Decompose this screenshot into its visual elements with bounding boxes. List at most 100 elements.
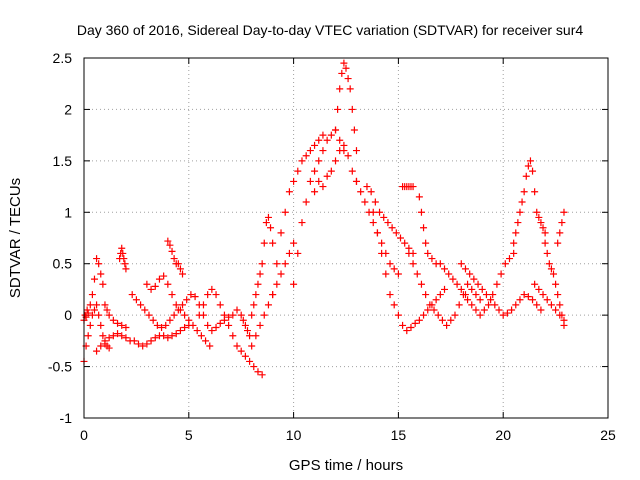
data-point: [88, 311, 96, 319]
data-point: [411, 319, 419, 327]
data-point: [552, 280, 560, 288]
data-point: [508, 306, 516, 314]
data-point: [105, 311, 113, 319]
data-point: [229, 332, 237, 340]
data-point: [170, 311, 178, 319]
data-point: [336, 147, 344, 155]
data-point: [409, 260, 417, 268]
data-point: [369, 208, 377, 216]
data-point: [390, 265, 398, 273]
data-point: [97, 342, 105, 350]
data-point: [550, 270, 558, 278]
data-point: [258, 371, 266, 379]
data-point: [520, 291, 528, 299]
data-point: [441, 285, 449, 293]
data-point: [298, 157, 306, 165]
data-point: [470, 275, 478, 283]
data-point: [122, 323, 130, 331]
x-tick-label: 20: [495, 427, 511, 443]
data-point: [350, 126, 358, 134]
data-point: [237, 311, 245, 319]
data-point: [545, 260, 553, 268]
data-point: [114, 319, 122, 327]
y-tick-labels: -1 -0.5 0 0.5 1 1.5 2 2.5: [48, 50, 72, 426]
data-point: [537, 219, 545, 227]
data-point: [143, 280, 151, 288]
data-point: [522, 172, 530, 180]
y-tick-label: -1: [60, 410, 73, 426]
data-point: [153, 321, 161, 329]
data-point: [394, 270, 402, 278]
data-point: [336, 85, 344, 93]
data-point: [547, 265, 555, 273]
x-tick-label: 0: [80, 427, 88, 443]
data-point: [122, 334, 130, 342]
data-point: [118, 332, 126, 340]
data-point: [151, 282, 159, 290]
data-point: [415, 316, 423, 324]
data-point: [373, 229, 381, 237]
data-point: [478, 285, 486, 293]
data-point: [344, 75, 352, 83]
data-point: [290, 280, 298, 288]
data-point: [166, 316, 174, 324]
data-point: [348, 105, 356, 113]
data-point: [105, 344, 113, 352]
data-point: [258, 260, 266, 268]
y-tick-label: 1.5: [53, 153, 73, 169]
data-point: [90, 275, 98, 283]
data-point: [394, 311, 402, 319]
data-point: [160, 272, 168, 280]
data-point: [254, 280, 262, 288]
data-point: [260, 311, 268, 319]
data-point: [101, 337, 109, 345]
data-point: [499, 311, 507, 319]
x-tick-label: 15: [391, 427, 407, 443]
data-point: [560, 321, 568, 329]
data-point: [311, 141, 319, 149]
data-point: [262, 219, 270, 227]
y-tick-label: 0.5: [53, 256, 73, 272]
data-point: [197, 332, 205, 340]
data-point: [441, 265, 449, 273]
data-point: [461, 291, 469, 299]
data-point: [155, 275, 163, 283]
data-point: [518, 198, 526, 206]
data-point: [415, 193, 423, 201]
data-point: [294, 167, 302, 175]
data-point: [420, 224, 428, 232]
data-point: [340, 141, 348, 149]
data-point: [191, 293, 199, 301]
data-point: [119, 249, 127, 257]
chart-title: Day 360 of 2016, Sidereal Day-to-day VTE…: [77, 22, 583, 38]
data-point: [541, 229, 549, 237]
data-point: [474, 280, 482, 288]
data-point: [204, 291, 212, 299]
data-point: [376, 208, 384, 216]
data-point: [103, 306, 111, 314]
data-point: [95, 260, 103, 268]
data-point: [151, 334, 159, 342]
data-point: [143, 340, 151, 348]
data-point: [390, 301, 398, 309]
data-point: [84, 309, 92, 317]
data-point: [413, 270, 421, 278]
data-point: [346, 85, 354, 93]
data-point: [539, 224, 547, 232]
data-point: [495, 306, 503, 314]
data-point: [315, 177, 323, 185]
data-point: [208, 285, 216, 293]
data-point: [438, 316, 446, 324]
data-point: [445, 270, 453, 278]
data-point: [455, 301, 463, 309]
data-point: [371, 198, 379, 206]
data-point: [269, 291, 277, 299]
data-point: [311, 167, 319, 175]
data-point: [533, 208, 541, 216]
data-point: [319, 147, 327, 155]
data-point: [233, 342, 241, 350]
data-point: [510, 249, 518, 257]
data-point: [206, 342, 214, 350]
data-point: [147, 337, 155, 345]
data-point: [485, 301, 493, 309]
